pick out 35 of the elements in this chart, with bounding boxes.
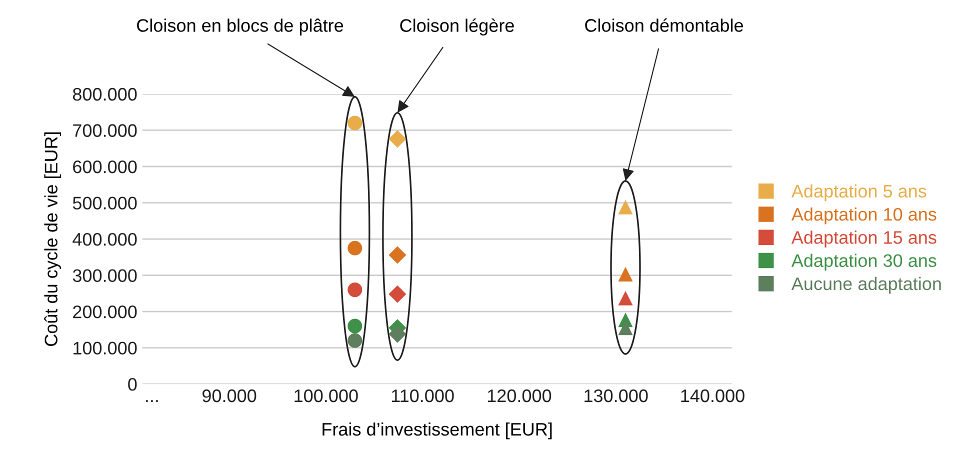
legend-label: Adaptation 30 ans: [791, 254, 936, 271]
x-tick-label: 100.000: [294, 389, 358, 402]
x-tick-label: 140.000: [681, 389, 744, 402]
y-axis-title: Coût du cycle de vie [EUR]: [44, 132, 62, 346]
point: [618, 200, 633, 214]
x-axis-title: Frais d’investissement [EUR]: [322, 422, 552, 440]
x-tick-label: 90.000: [202, 389, 256, 402]
legend-label: Aucune adaptation: [791, 276, 941, 294]
point: [348, 333, 362, 348]
y-tick-label: 100.000: [74, 342, 137, 355]
y-tick-label: 700.000: [73, 124, 137, 137]
point: [348, 240, 362, 256]
y-tick-label: 800.000: [72, 88, 137, 101]
text: Cloison en blocs de plâtre: [137, 18, 344, 36]
point: [348, 282, 362, 298]
y-tick-label: 400.000: [72, 232, 137, 246]
y-tick-label: 200.000: [73, 305, 137, 318]
legend-label: Adaptation 10 ans: [791, 207, 936, 224]
x-tick-label: 110.000: [392, 389, 454, 402]
point: [618, 290, 633, 306]
x-tick-label: 120.000: [488, 389, 552, 402]
point: [618, 320, 633, 336]
point: [348, 116, 362, 130]
point: [618, 266, 633, 282]
y-tick-label: 300.000: [72, 269, 137, 282]
x-tick-label: 130.000: [584, 389, 648, 402]
legend-label: Adaptation 15 ans: [791, 230, 936, 248]
legend-label: Adaptation 5 ans: [791, 184, 926, 202]
text: Cloison légère: [400, 18, 514, 36]
y-tick-label: 500.000: [72, 196, 137, 210]
y-tick-label: 600.000: [73, 160, 137, 174]
y-tick-label: 0: [128, 378, 137, 391]
point: [348, 318, 362, 334]
x-tick-label: ...: [146, 400, 158, 402]
text: Cloison démontable: [585, 18, 743, 32]
